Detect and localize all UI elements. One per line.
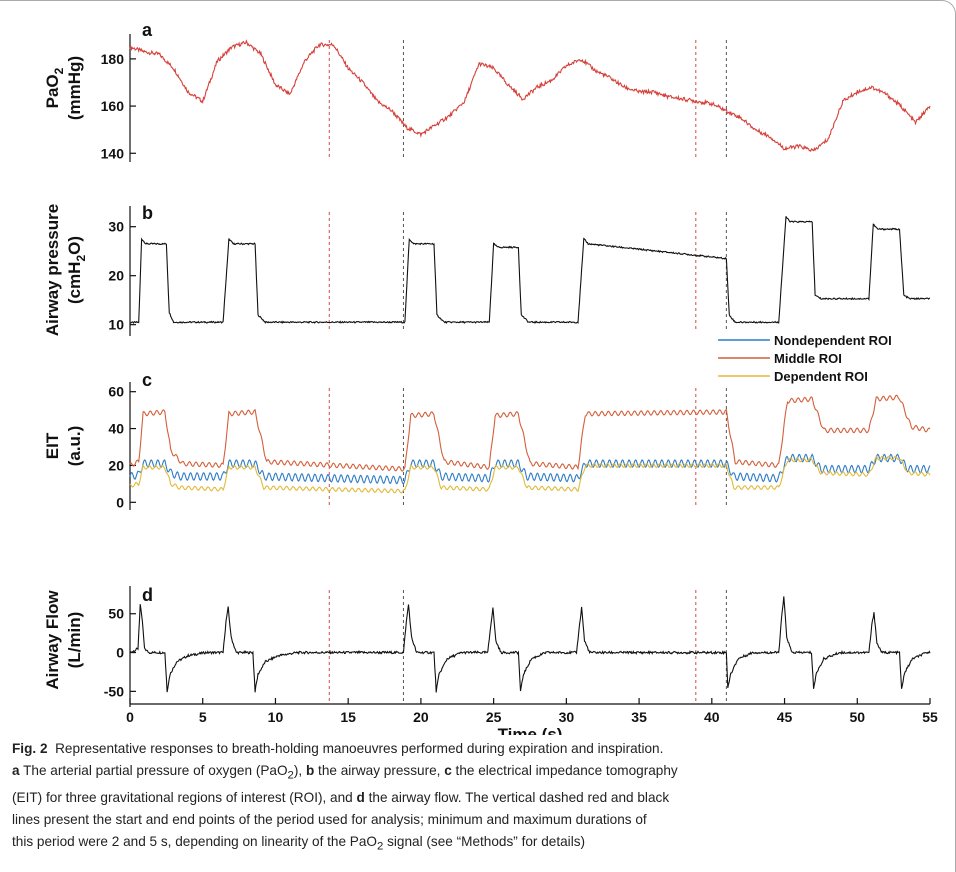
y-axis-title: PaO2 (mmHg) xyxy=(43,56,84,120)
panel-b: 10 20 30 b Airway pressure (cmH2O) xyxy=(43,203,931,336)
y-tick-label: 0 xyxy=(116,645,124,661)
panel-a: 140 160 180 a PaO2 (mmHg) xyxy=(43,20,931,162)
caption-d-text: the airway flow. The vertical dashed red… xyxy=(364,789,670,805)
x-tick-label: 5 xyxy=(199,709,207,725)
series-line-airway_pressure xyxy=(129,216,931,324)
caption-line-2: a The arterial partial pressure of oxyge… xyxy=(12,760,944,787)
caption-line5-text: this period were 2 and 5 s, depending on… xyxy=(12,833,378,849)
panel-c: 0 20 40 60 c EIT (a.u.) Nondependent ROI Middle … xyxy=(43,333,931,510)
y-tick-label: 0 xyxy=(116,494,124,510)
caption-letter-a: a xyxy=(12,763,20,778)
caption-a-text: The arterial partial pressure of oxygen … xyxy=(19,763,288,778)
series-line-dependent xyxy=(129,455,931,494)
x-tick-label: 25 xyxy=(486,709,502,725)
caption-a-text-2: ), xyxy=(293,763,306,778)
y-axis-label: Airway Flow xyxy=(43,590,62,690)
caption-line-1: Fig. 2 Representative responses to breat… xyxy=(12,738,944,760)
y-axis-label: Airway pressure xyxy=(43,204,62,336)
x-tick-label: 50 xyxy=(849,709,865,725)
caption-a-sub: 2 xyxy=(287,769,294,782)
x-tick-label: 0 xyxy=(126,709,134,725)
series-line-middle xyxy=(129,394,931,472)
caption-fig-label: Fig. 2 xyxy=(12,741,48,756)
legend-label: Middle ROI xyxy=(774,351,842,366)
y-tick-label: -50 xyxy=(104,683,124,699)
x-axis-title: Time (s) xyxy=(498,725,563,735)
caption-line-3: (EIT) for three gravitational regions of… xyxy=(12,787,944,809)
y-axis-title: Airway Flow (L/min) xyxy=(43,590,84,690)
y-tick-label: 50 xyxy=(108,606,124,622)
y-axis-unit: (L/min) xyxy=(65,612,84,669)
x-tick-label: 55 xyxy=(922,709,938,725)
x-tick-label: 30 xyxy=(559,709,575,725)
y-tick-label: 30 xyxy=(108,219,124,235)
series-line-nondependent xyxy=(129,453,931,485)
figure-chart: 140 160 180 a PaO2 (mmHg) 10 20 30 b Airway pressu… xyxy=(43,20,938,735)
y-tick-label: 40 xyxy=(108,421,124,437)
caption-line3-text: (EIT) for three gravitational regions of… xyxy=(12,789,353,805)
caption-letter-b: b xyxy=(305,763,315,778)
x-tick-label: 20 xyxy=(413,709,429,725)
series-line-pao2 xyxy=(129,39,931,153)
caption-c-text: the electrical impedance tomography xyxy=(451,763,678,778)
y-axis-title: EIT (a.u.) xyxy=(43,426,84,467)
y-tick-label: 140 xyxy=(101,145,125,161)
caption-line5-sub: 2 xyxy=(377,840,384,853)
y-tick-label: 60 xyxy=(108,384,124,400)
x-tick-label: 35 xyxy=(631,709,647,725)
x-tick-label: 10 xyxy=(268,709,284,725)
caption-letter-c: c xyxy=(444,763,452,778)
caption-line-4: lines present the start and end points o… xyxy=(12,809,944,831)
legend-label: Nondependent ROI xyxy=(774,333,892,348)
series-line-flow xyxy=(129,596,931,693)
x-tick-label: 45 xyxy=(777,709,793,725)
y-tick-label: 180 xyxy=(101,51,125,67)
caption-title: Representative responses to breath-holdi… xyxy=(55,741,664,756)
y-tick-label: 160 xyxy=(101,98,125,114)
y-tick-label: 20 xyxy=(108,268,124,284)
caption-line-5: this period were 2 and 5 s, depending on… xyxy=(12,831,944,858)
y-tick-label: 20 xyxy=(108,457,124,473)
x-tick-label: 40 xyxy=(704,709,720,725)
y-axis-unit: (mmHg) xyxy=(65,56,84,120)
caption-b-text: the airway pressure, xyxy=(314,763,445,778)
y-axis-label: PaO2 xyxy=(43,67,66,108)
y-axis-label: EIT xyxy=(43,432,62,459)
caption-letter-d: d xyxy=(356,789,365,805)
caption-line4-text: lines present the start and end points o… xyxy=(12,811,647,827)
panel-letter-c: c xyxy=(142,370,152,390)
y-axis-unit: (a.u.) xyxy=(65,426,84,467)
legend: Nondependent ROI Middle ROI Dependent ROI xyxy=(718,333,892,384)
y-axis-unit: (cmH2O) xyxy=(65,236,88,304)
legend-label: Dependent ROI xyxy=(774,369,868,384)
figure-caption: Fig. 2 Representative responses to breat… xyxy=(12,738,944,857)
panel-letter-b: b xyxy=(142,203,153,223)
caption-line5-text-2: signal (see “Methods” for details) xyxy=(383,833,586,849)
y-tick-label: 10 xyxy=(108,317,124,333)
panel-letter-d: d xyxy=(142,585,153,605)
y-axis-title: Airway pressure (cmH2O) xyxy=(43,204,88,336)
x-tick-label: 15 xyxy=(340,709,356,725)
panel-letter-a: a xyxy=(142,20,153,40)
